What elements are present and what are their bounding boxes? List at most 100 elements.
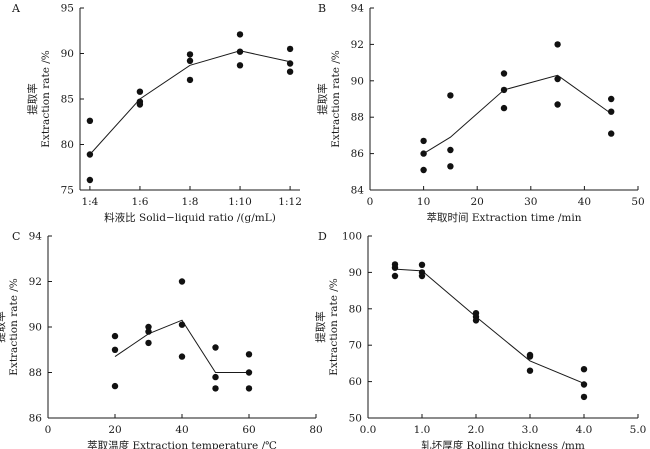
- x-axis-label: 料液比 Solid−liquid ratio /(g/mL): [104, 211, 276, 224]
- x-tick-label: 40: [175, 424, 188, 436]
- y-tick-label: 92: [29, 276, 42, 288]
- data-point: [178, 278, 186, 285]
- panel-c: C 86 88 90 92 94 0 20 40 60 80 萃取温度 Extraction temp…: [0, 230, 323, 449]
- y-axis-label-en: Extraction rate /%: [328, 278, 340, 376]
- y-tick-label: 80: [61, 139, 74, 151]
- y-tick-label: 88: [29, 367, 42, 379]
- x-tick-label: 1:8: [182, 196, 199, 208]
- data-point: [391, 264, 399, 271]
- y-tick-label: 86: [29, 413, 43, 425]
- data-point: [178, 321, 186, 328]
- data-point: [418, 261, 426, 268]
- data-point: [136, 101, 144, 108]
- x-tick-label: 1:4: [81, 196, 98, 208]
- data-point: [608, 95, 615, 103]
- y-axis-label-cn: 提取率: [316, 83, 329, 115]
- x-tick-label: 1:6: [131, 196, 148, 208]
- panel-letter: A: [11, 2, 21, 15]
- y-tick-label: 100: [342, 231, 362, 243]
- data-point: [186, 76, 194, 84]
- data-point: [86, 151, 94, 158]
- y-tick-label: 90: [351, 75, 364, 87]
- x-tick-label: 1.0: [414, 424, 431, 436]
- x-tick-label: 0.0: [360, 424, 377, 436]
- data-point: [447, 163, 454, 170]
- data-point: [245, 351, 253, 358]
- data-point: [245, 369, 253, 376]
- data-point: [86, 176, 94, 184]
- x-tick-label: 20: [471, 196, 484, 208]
- x-tick-label: 1:10: [228, 196, 252, 208]
- data-point: [500, 104, 508, 112]
- y-tick-label: 86: [351, 148, 365, 160]
- data-point: [447, 92, 454, 99]
- data-point: [418, 272, 426, 280]
- x-tick-label: 60: [242, 424, 255, 436]
- x-tick-label: 30: [524, 196, 537, 208]
- x-tick-label: 0: [367, 196, 374, 208]
- y-tick-label: 50: [349, 413, 362, 425]
- data-point: [286, 68, 294, 75]
- panel-b: B 84 86 88 90 92 94 0 10 20 30 40 50 萃取时间 Extraction …: [316, 2, 645, 224]
- x-tick-label: 5.0: [630, 424, 647, 436]
- data-point: [580, 366, 588, 373]
- panel-letter: D: [318, 230, 327, 243]
- y-tick-label: 92: [351, 39, 364, 51]
- data-point: [145, 323, 152, 331]
- data-point: [212, 344, 219, 351]
- data-point: [145, 328, 152, 335]
- data-point: [608, 108, 615, 115]
- x-tick-label: 40: [578, 196, 591, 208]
- mean-line: [423, 74, 612, 155]
- data-point: [447, 146, 454, 154]
- data-point: [236, 62, 244, 69]
- x-tick-label: 50: [631, 196, 644, 208]
- data-point: [286, 60, 294, 67]
- y-axis-label-cn: 提取率: [0, 311, 7, 343]
- panel-letter: B: [318, 2, 326, 15]
- data-point: [554, 75, 561, 83]
- x-tick-label: 10: [417, 196, 430, 208]
- data-point: [186, 51, 194, 58]
- data-point: [608, 130, 615, 137]
- x-tick-label: 4.0: [576, 424, 593, 436]
- data-point: [526, 353, 534, 360]
- y-axis-label-cn: 提取率: [26, 83, 39, 115]
- data-point: [145, 339, 152, 347]
- panel-d: D 50 60 70 80 90 100 0.0 1.0 2.0 3.0 4.0 5.0 轧坯厚度 Rol…: [314, 230, 646, 449]
- x-axis-label: 萃取温度 Extraction temperature /℃: [87, 439, 277, 449]
- y-tick-label: 85: [61, 94, 74, 106]
- data-point: [178, 353, 186, 360]
- y-tick-label: 80: [349, 303, 362, 315]
- data-point: [111, 382, 119, 390]
- x-axis-label: 轧坯厚度 Rolling thickness /mm: [421, 439, 585, 449]
- data-point: [286, 45, 294, 53]
- data-point: [212, 385, 219, 392]
- data-point: [526, 367, 534, 374]
- y-axis-label-en: Extraction rate /%: [8, 278, 20, 376]
- data-point: [212, 373, 219, 381]
- y-tick-label: 90: [61, 48, 74, 60]
- x-axis-label: 萃取时间 Extraction time /min: [426, 211, 581, 224]
- x-tick-label: 20: [108, 424, 121, 436]
- data-point: [580, 381, 588, 388]
- data-point: [111, 346, 119, 353]
- mean-line: [394, 268, 585, 384]
- x-tick-label: 1:12: [278, 196, 302, 208]
- data-point: [500, 70, 508, 77]
- data-point: [111, 332, 119, 340]
- data-point: [500, 86, 508, 94]
- y-tick-label: 60: [349, 376, 362, 388]
- y-tick-label: 95: [61, 3, 74, 15]
- data-point: [86, 117, 94, 125]
- y-axis-label-cn: 提取率: [314, 311, 327, 343]
- x-tick-label: 2.0: [468, 424, 485, 436]
- x-tick-label: 3.0: [522, 424, 539, 436]
- data-point: [245, 385, 253, 392]
- y-axis-label-en: Extraction rate /%: [40, 50, 52, 148]
- mean-line: [89, 50, 291, 155]
- data-point: [236, 48, 244, 55]
- data-point: [391, 272, 399, 280]
